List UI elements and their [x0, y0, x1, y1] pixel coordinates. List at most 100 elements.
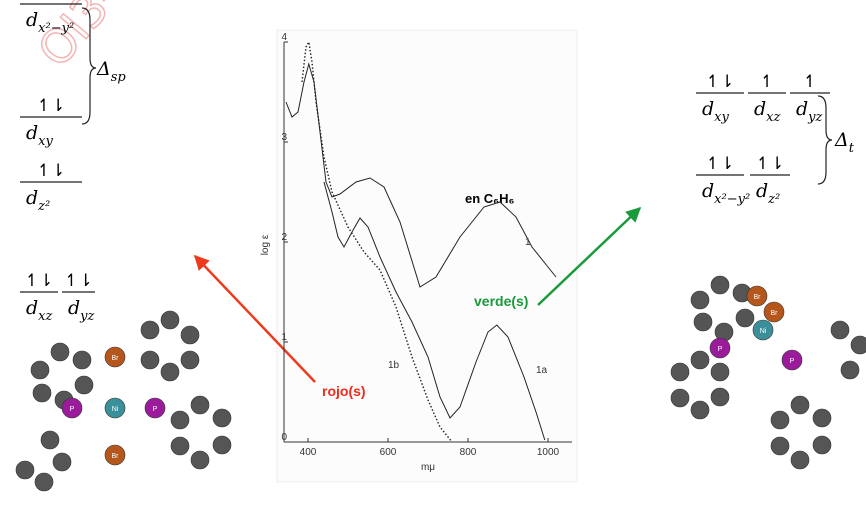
electrons: ↿: [803, 72, 817, 92]
x-tick-label: 600: [380, 447, 397, 458]
electrons: ↿⇂: [37, 96, 66, 116]
atom: [831, 321, 849, 339]
y-tick-label: 3: [281, 132, 287, 143]
orbital-symbol: d: [754, 98, 766, 120]
atom: [161, 311, 179, 329]
y-tick-label: 1: [281, 332, 287, 343]
orbital-label: dxy: [26, 122, 54, 149]
atom: [711, 363, 729, 381]
x-axis-label: mμ: [421, 462, 435, 473]
orbital-symbol: Δ: [96, 58, 111, 80]
orbital-label: dxz: [754, 98, 781, 125]
orbital-subscript: sp: [111, 70, 127, 85]
atom-label: P: [790, 358, 795, 365]
atom: [141, 351, 159, 369]
watermark: OI3-: [27, 0, 130, 77]
atom: [181, 326, 199, 344]
orbital-subscript: xz: [38, 309, 52, 324]
atom: [75, 376, 93, 394]
atom-label: P: [718, 346, 723, 353]
y-tick-label: 2: [281, 232, 287, 243]
atom: [161, 363, 179, 381]
y-axis-label: log ε: [260, 234, 271, 255]
atom: [841, 361, 859, 379]
atom-label: Br: [112, 453, 120, 460]
electrons: ↿⇂: [706, 154, 735, 174]
atom: [181, 351, 199, 369]
atom: [31, 361, 49, 379]
atom: [771, 437, 789, 455]
electrons: ↿⇂: [706, 72, 735, 92]
chart-panel: [277, 30, 577, 482]
electrons: ↿⇂: [64, 271, 93, 291]
atom: [671, 363, 689, 381]
x-tick-label: 400: [300, 447, 317, 458]
orbital-symbol: d: [702, 98, 714, 120]
atom: [711, 388, 729, 406]
orbital-subscript: xy: [714, 110, 729, 125]
atom: [213, 409, 231, 427]
orbital-subscript: xy: [38, 134, 53, 149]
atom: [671, 389, 689, 407]
orbital-label: dz²: [756, 180, 780, 207]
orbital-symbol: Δ: [834, 129, 849, 151]
orbital-subscript: yz: [79, 309, 94, 324]
y-tick-label: 4: [281, 32, 287, 43]
atom: [191, 451, 209, 469]
atom: [813, 409, 831, 427]
series-label: 1a: [536, 365, 548, 376]
orbital-label: dxz: [26, 297, 53, 324]
orbital-symbol: d: [756, 180, 768, 202]
atom-label: Br: [754, 294, 762, 301]
electrons: ↿⇂: [756, 154, 785, 174]
atom: [791, 396, 809, 414]
y-tick-label: 0: [281, 432, 287, 443]
atom: [33, 384, 51, 402]
atom-label: P: [70, 406, 75, 413]
orbital-symbol: d: [26, 187, 38, 209]
annotation: en C₆H₆: [465, 191, 514, 206]
atom: [691, 291, 709, 309]
atom: [691, 401, 709, 419]
atom: [791, 451, 809, 469]
orbital-label: dyz: [796, 98, 823, 125]
atom: [51, 343, 69, 361]
orbital-symbol: d: [796, 98, 808, 120]
series-label: 1: [525, 237, 531, 248]
orbital-subscript: x²−y²: [714, 192, 750, 207]
atom: [171, 411, 189, 429]
orbital-label: Δt: [834, 129, 855, 156]
atom: [771, 411, 789, 429]
orbital-subscript: t: [849, 141, 855, 156]
atom: [35, 473, 53, 491]
atom: [736, 309, 754, 327]
orbital-label: Δsp: [96, 58, 126, 85]
atom: [41, 431, 59, 449]
orbital-subscript: yz: [807, 110, 822, 125]
atom: [16, 461, 34, 479]
green-label: verde(s): [474, 293, 528, 309]
atom: [171, 437, 189, 455]
atom-label: Br: [112, 355, 120, 362]
atom: [813, 436, 831, 454]
orbital-symbol: d: [702, 180, 714, 202]
electrons: ↿⇂: [25, 271, 54, 291]
atom-label: P: [153, 406, 158, 413]
orbital-label: dyz: [68, 297, 95, 324]
orbital-label: dx²−y²: [702, 180, 750, 207]
atom: [141, 321, 159, 339]
atom: [694, 313, 712, 331]
atom: [851, 336, 866, 354]
orbital-subscript: xz: [766, 110, 780, 125]
atom: [213, 436, 231, 454]
orbital-subscript: z²: [767, 192, 780, 207]
atom-label: Br: [771, 310, 779, 317]
orbital-label: dxy: [702, 98, 730, 125]
atom: [711, 276, 729, 294]
atom-label: Ni: [112, 406, 119, 413]
orbital-symbol: d: [68, 297, 80, 319]
atom: [53, 453, 71, 471]
series-label: 1b: [388, 360, 400, 371]
atom: [191, 396, 209, 414]
orbital-label: dz²: [26, 187, 50, 214]
